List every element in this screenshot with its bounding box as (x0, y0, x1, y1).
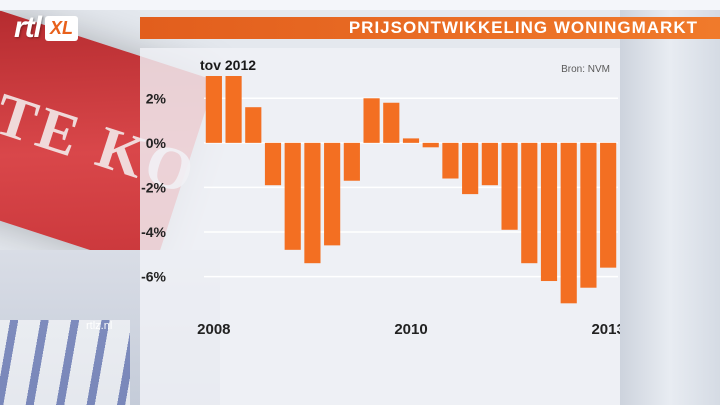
bar (600, 142, 617, 268)
x-tick-label: 2010 (394, 321, 427, 338)
chart-panel: 2% 0% -2% -4% -6% tov 2012 Bron: NVM 2008 2010 20… (140, 48, 620, 405)
bar (383, 102, 400, 143)
bar (225, 76, 242, 143)
bar (343, 142, 360, 181)
bar (304, 142, 321, 264)
bar (521, 142, 538, 264)
bar (540, 142, 558, 282)
logo-rtl: rtl (14, 11, 42, 44)
bar (422, 142, 439, 148)
y-tick-label: 0% (146, 135, 167, 151)
bar (462, 142, 479, 195)
x-tick-label: 2008 (197, 321, 230, 338)
bar (402, 138, 420, 143)
y-tick-label: -2% (141, 179, 166, 195)
background-right (620, 0, 720, 405)
y-tick-label: 2% (146, 90, 167, 106)
bar (501, 142, 518, 230)
chart-source: Bron: NVM (561, 64, 610, 75)
bar (560, 142, 577, 304)
bar-chart: 2% 0% -2% -4% -6% tov 2012 Bron: NVM 2008 2010 20… (141, 57, 620, 338)
channel-logo: rtl XL (14, 11, 79, 44)
bar (245, 107, 262, 143)
bar (363, 98, 380, 143)
header-band: PRIJSONTWIKKELING WONINGMARKT (140, 17, 720, 39)
chart-title: PRIJSONTWIKKELING WONINGMARKT (348, 18, 698, 37)
chart-subtitle: tov 2012 (200, 57, 256, 73)
top-strip (0, 0, 720, 10)
y-tick-label: -6% (141, 269, 166, 285)
bar (481, 142, 498, 186)
bar (580, 142, 597, 288)
logo-xl: XL (45, 15, 79, 41)
website-link[interactable]: rtlz.nl (86, 320, 113, 332)
bar (264, 142, 282, 186)
bar (205, 76, 222, 143)
y-tick-label: -4% (141, 224, 166, 240)
x-tick-label: 2013 (591, 321, 620, 338)
bar (284, 142, 301, 250)
bar (442, 142, 459, 179)
background-figures (0, 320, 130, 405)
bar (324, 142, 341, 246)
